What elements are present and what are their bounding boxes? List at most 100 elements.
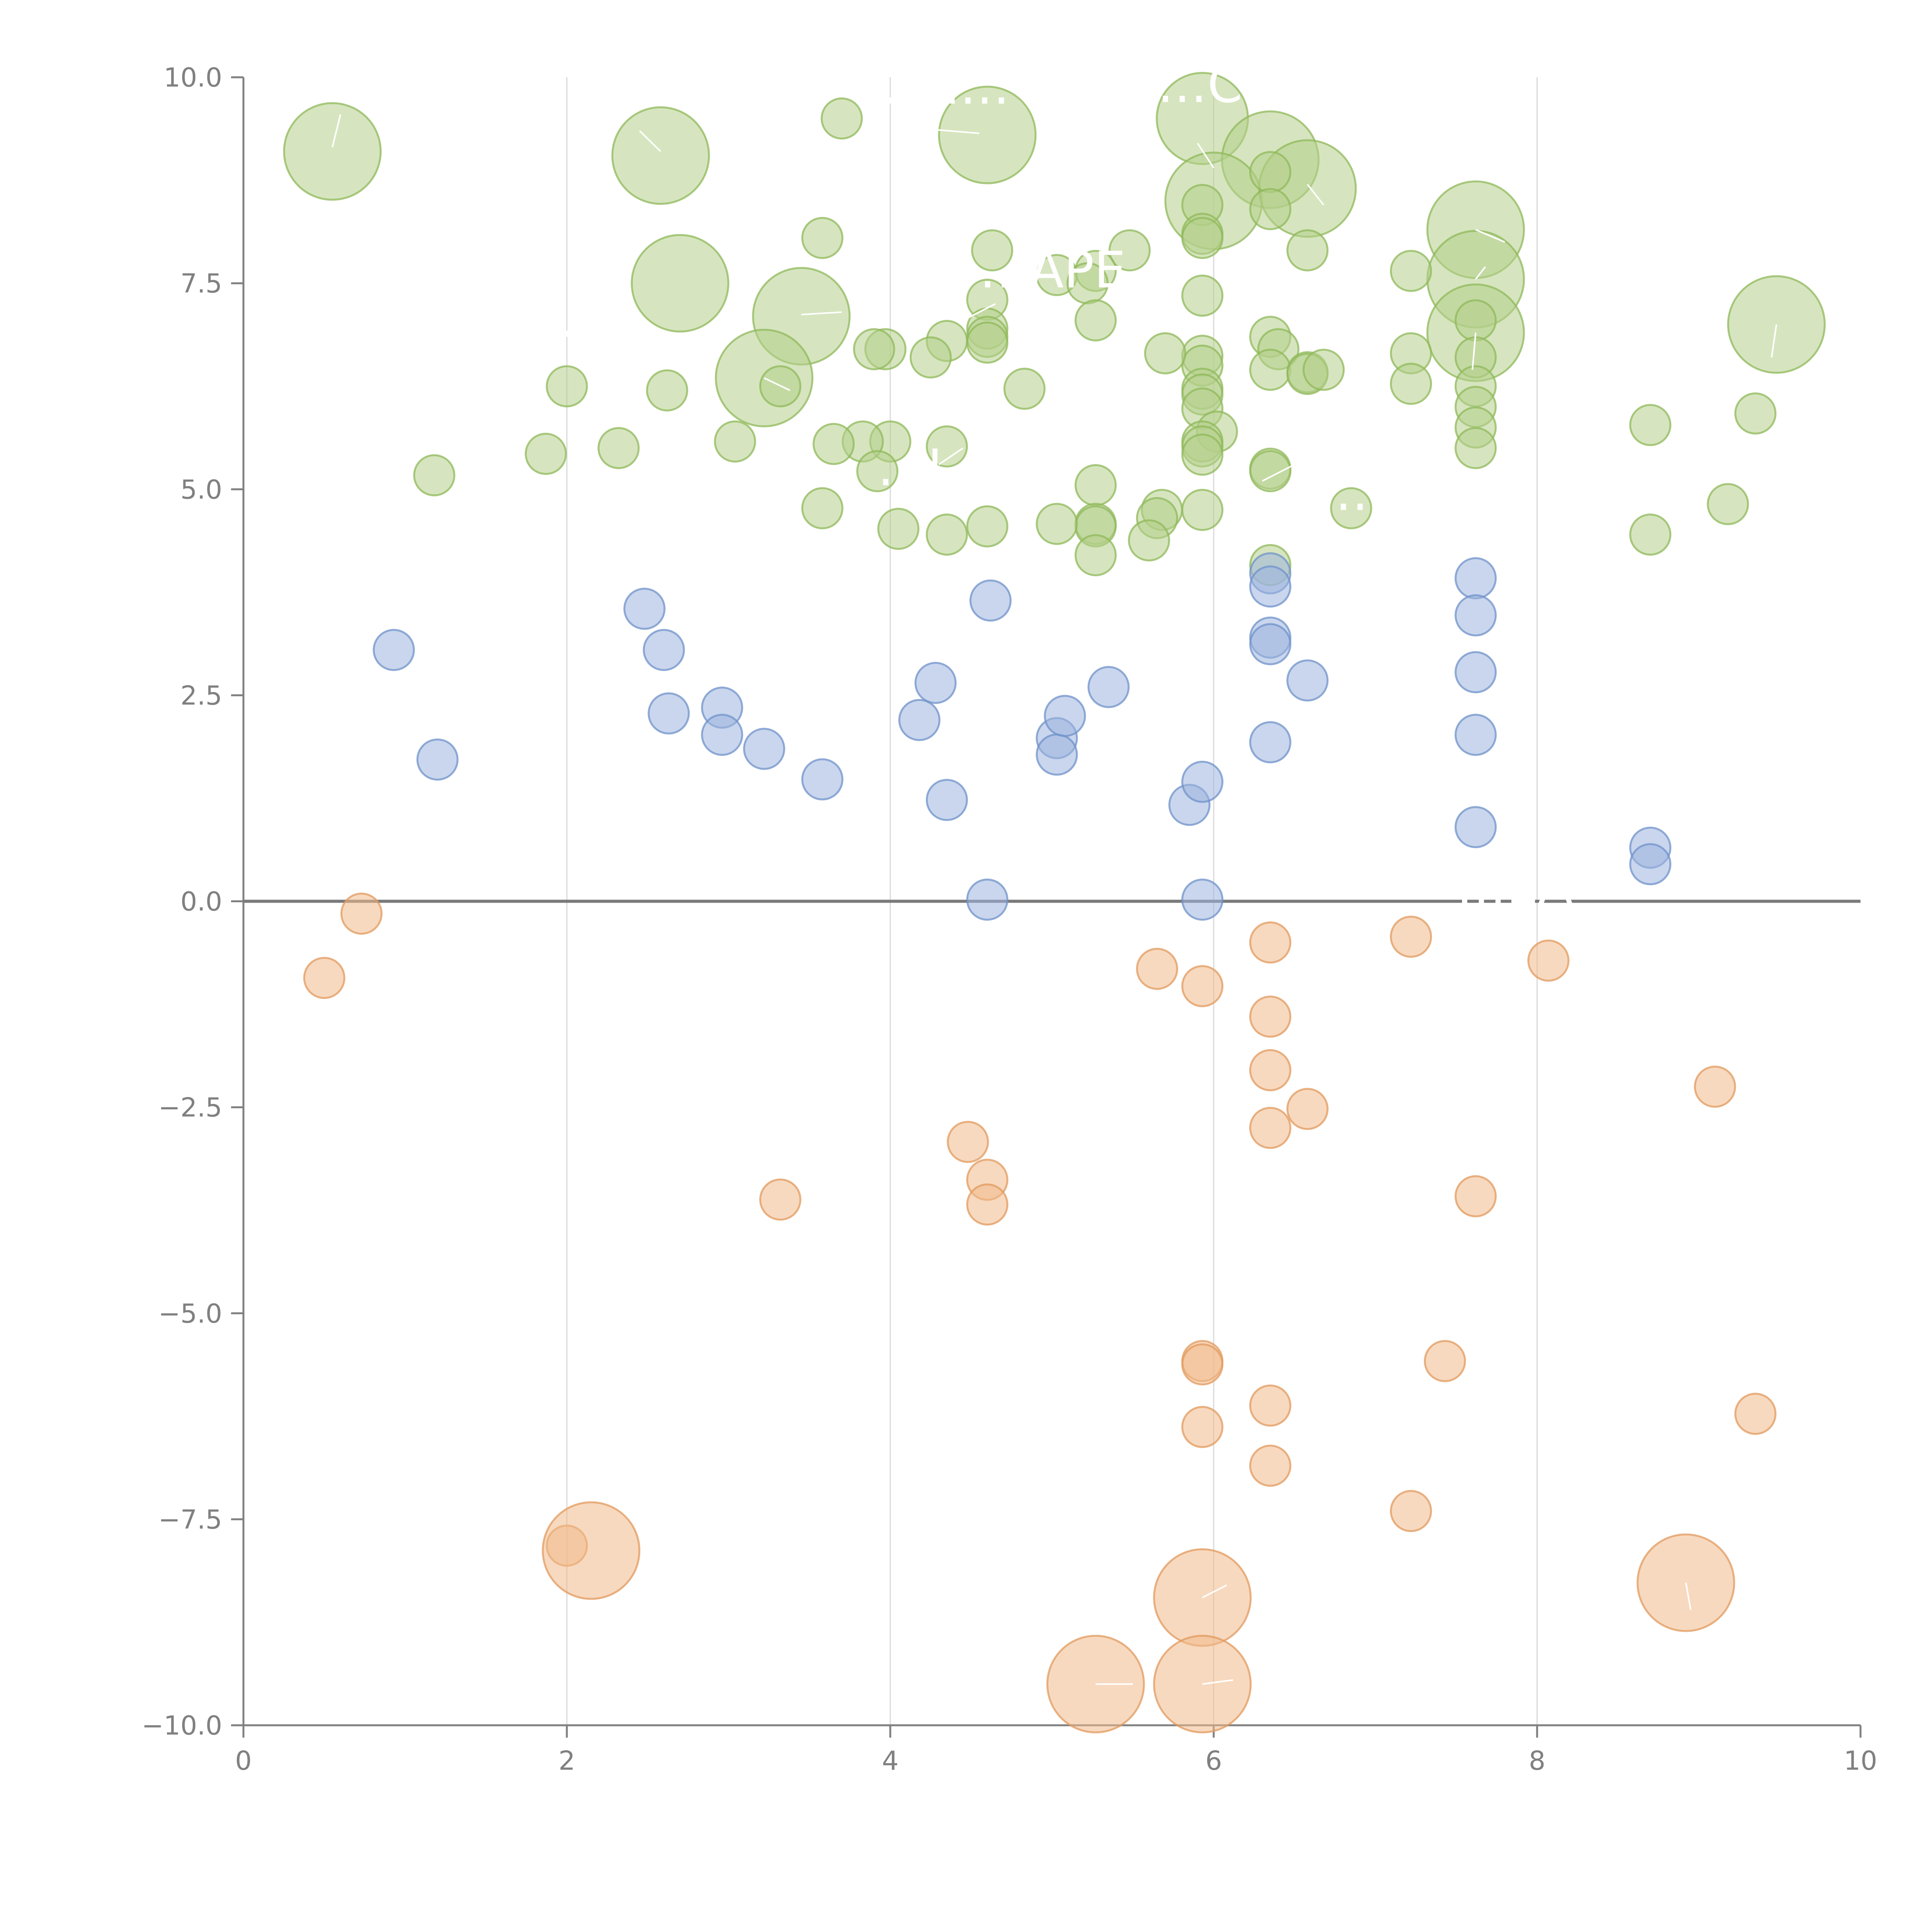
orange-bubble	[966, 1183, 1009, 1226]
annotation-leader-line	[1770, 324, 1777, 358]
green-bubble	[283, 102, 382, 201]
orange-bubble	[1136, 947, 1179, 990]
blue-bubble	[914, 662, 957, 704]
x-tick-label: 6	[1205, 1746, 1222, 1776]
blue-bubble	[969, 579, 1012, 622]
y-tick-label: 10.0	[164, 63, 222, 93]
green-bubble	[611, 106, 710, 205]
orange-bubble	[1249, 1107, 1291, 1149]
blue-bubble	[1249, 623, 1291, 665]
green-bubble	[1036, 503, 1078, 545]
blue-bubble	[1629, 843, 1672, 886]
green-bubble	[1181, 434, 1224, 476]
green-bubble	[1144, 332, 1186, 374]
orange-bubble	[1249, 1384, 1291, 1427]
green-bubble	[1074, 464, 1117, 507]
blue-bubble	[416, 738, 459, 781]
orange-bubble	[1249, 1444, 1291, 1487]
green-bubble	[910, 336, 952, 379]
green-bubble	[1454, 427, 1497, 469]
orange-bubble	[947, 1121, 989, 1163]
orange-bubble	[1181, 1343, 1224, 1386]
series-blue	[372, 552, 1672, 921]
blue-bubble	[643, 629, 685, 671]
green-bubble	[597, 427, 640, 469]
green-bubble	[856, 450, 899, 492]
annotation-leader-line	[1475, 266, 1486, 280]
green-bubble	[1330, 487, 1372, 529]
green-bubble	[1390, 362, 1432, 405]
blue-bubble	[898, 699, 940, 741]
blue-bubble	[701, 714, 743, 756]
green-bubble	[853, 328, 895, 371]
annotation-leader-line	[1262, 464, 1295, 482]
green-bubble	[413, 454, 456, 497]
green-bubble	[966, 321, 1009, 364]
orange-bubble	[1734, 1393, 1777, 1435]
annotation-leader-line	[963, 303, 996, 321]
annotation-leader-line	[1471, 332, 1476, 370]
y-tick-label: −2.5	[158, 1093, 222, 1123]
green-bubble	[1303, 349, 1345, 391]
annotation-leader-line	[1307, 184, 1325, 206]
green-bubble	[925, 514, 968, 556]
green-bubble	[1629, 404, 1672, 446]
y-tick-label: −10.0	[142, 1711, 222, 1741]
orange-bubble	[1181, 965, 1224, 1007]
green-bubble	[1249, 450, 1291, 492]
orange-bubble	[1390, 1490, 1432, 1532]
blue-bubble	[966, 878, 1009, 921]
orange-bubble	[1423, 1340, 1466, 1382]
green-bubble	[1108, 229, 1151, 272]
orange-bubble	[1249, 995, 1291, 1038]
annotation-leader-line	[574, 349, 592, 362]
x-tick-label: 8	[1529, 1746, 1545, 1776]
series-orange	[303, 892, 1777, 1733]
green-bubble	[877, 508, 920, 550]
orange-bubble	[1527, 939, 1570, 982]
orange-bubble	[542, 1501, 641, 1600]
annotation-label: …O	[1335, 463, 1425, 522]
annotation-label: …	[559, 290, 609, 349]
blue-bubble	[648, 692, 690, 735]
green-bubble	[966, 505, 1009, 548]
annotation-leader-line	[764, 377, 791, 391]
annotation-leader-line	[1202, 1679, 1233, 1685]
orange-bubble	[759, 1178, 801, 1221]
blue-bubble	[1181, 878, 1224, 921]
annotation-leader-line	[1685, 1582, 1692, 1610]
annotation-leader-line	[938, 447, 964, 465]
annotation-label: …EA	[1456, 856, 1573, 915]
green-bubble	[938, 85, 1037, 184]
green-bubble	[1249, 151, 1291, 193]
orange-bubble	[1181, 1406, 1224, 1448]
green-bubble	[646, 369, 688, 412]
orange-bubble	[1454, 1175, 1497, 1218]
green-bubble	[1707, 483, 1749, 526]
green-bubble	[1074, 534, 1117, 577]
blue-bubble	[1044, 695, 1086, 737]
blue-bubble	[1087, 666, 1130, 708]
blue-bubble	[1454, 714, 1497, 756]
blue-bubble	[1454, 594, 1497, 637]
blue-bubble	[1454, 806, 1497, 849]
y-tick-label: 5.0	[180, 474, 222, 505]
annotation-leader-line	[332, 114, 342, 148]
orange-bubble	[1286, 1088, 1329, 1130]
green-bubble	[546, 365, 588, 408]
annotation-leader-line	[1475, 229, 1505, 243]
green-bubble	[801, 217, 844, 259]
green-bubble	[714, 420, 756, 463]
annotation-label: …CE	[1157, 55, 1274, 114]
blue-bubble	[1249, 565, 1291, 608]
y-tick-label: −5.0	[158, 1299, 222, 1329]
blue-bubble	[1181, 760, 1224, 803]
orange-bubble	[1694, 1065, 1736, 1108]
y-tick-label: 2.5	[180, 680, 222, 711]
orange-bubble	[1390, 915, 1432, 958]
x-tick-label: 4	[882, 1746, 898, 1776]
annotation-label: …I…	[878, 439, 993, 497]
green-bubble	[1249, 349, 1291, 391]
orange-bubble	[1249, 921, 1291, 964]
